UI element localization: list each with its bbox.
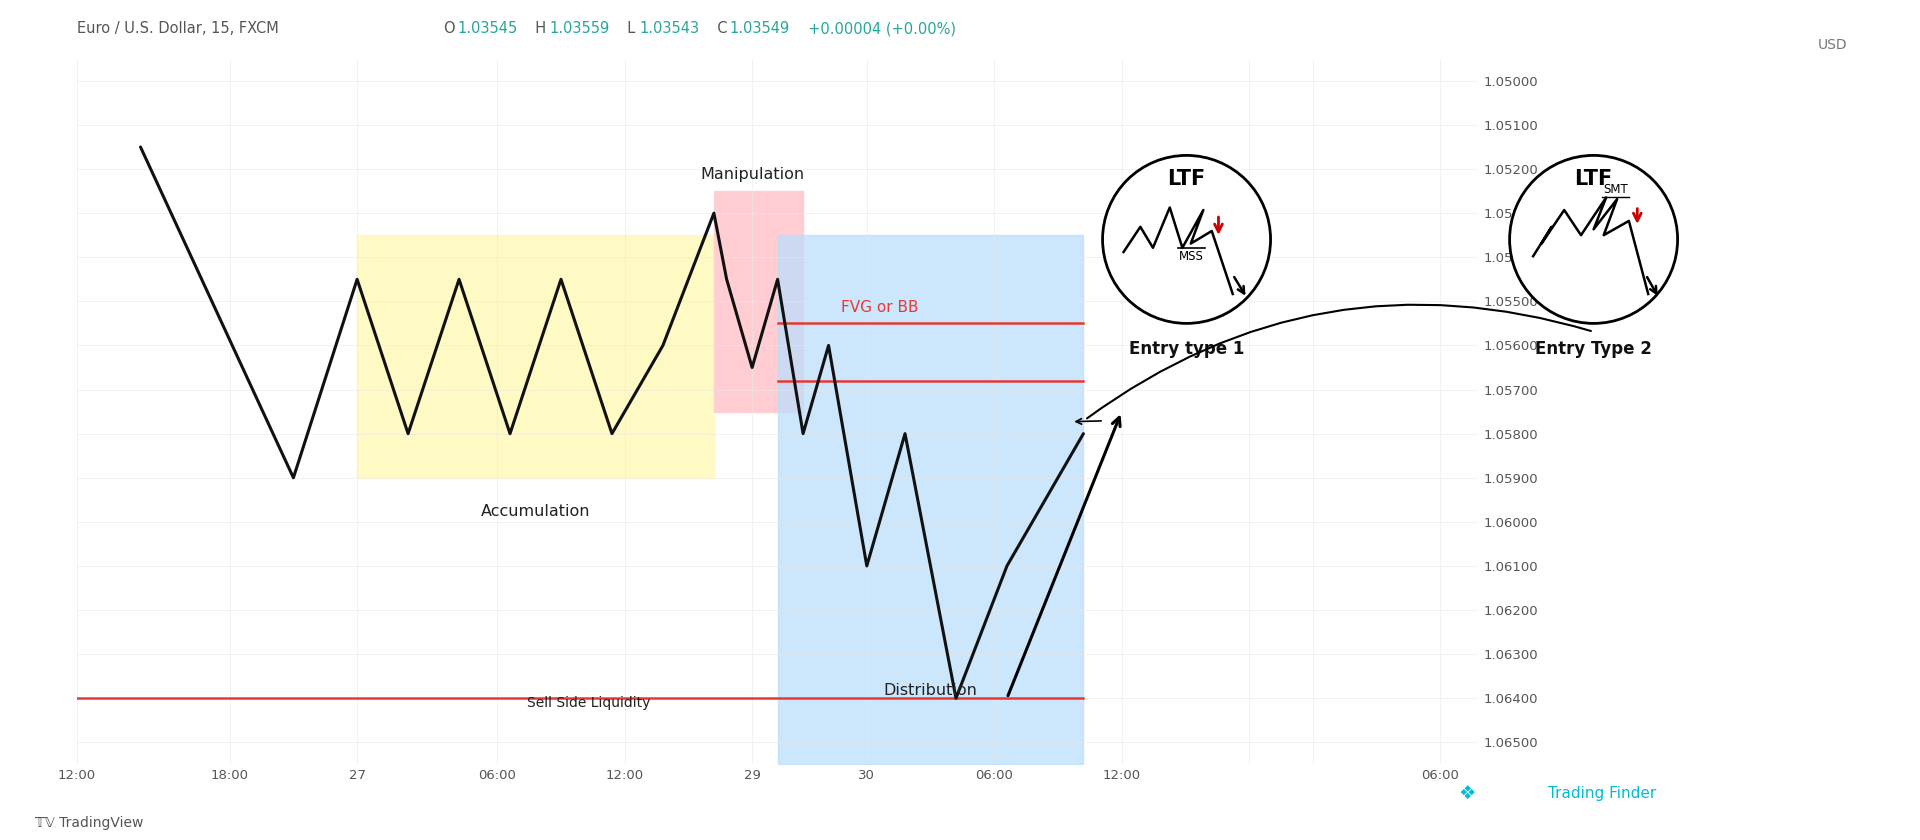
Circle shape xyxy=(1509,155,1678,323)
Text: O: O xyxy=(444,21,455,36)
Text: Entry Type 2: Entry Type 2 xyxy=(1536,340,1651,358)
Text: Euro / U.S. Dollar, 15, FXCM: Euro / U.S. Dollar, 15, FXCM xyxy=(77,21,288,36)
Text: LTF: LTF xyxy=(1167,169,1206,189)
Text: ❖: ❖ xyxy=(1459,785,1476,803)
Text: Accumulation: Accumulation xyxy=(480,504,589,519)
Text: 1.03559: 1.03559 xyxy=(549,21,609,36)
Circle shape xyxy=(1102,155,1271,323)
Text: Trading Finder: Trading Finder xyxy=(1548,786,1657,801)
Text: LTF: LTF xyxy=(1574,169,1613,189)
Text: Sell Side Liquidity: Sell Side Liquidity xyxy=(526,696,651,710)
Text: C: C xyxy=(708,21,728,36)
Text: FVG or BB: FVG or BB xyxy=(841,300,918,315)
Text: 1.03543: 1.03543 xyxy=(639,21,699,36)
Text: USD: USD xyxy=(1818,38,1847,52)
Text: SMT: SMT xyxy=(1603,183,1628,196)
Text: 1.03545: 1.03545 xyxy=(457,21,516,36)
Text: 1.03549: 1.03549 xyxy=(730,21,789,36)
Text: Entry type 1: Entry type 1 xyxy=(1129,340,1244,358)
Text: Manipulation: Manipulation xyxy=(701,167,804,182)
Text: H: H xyxy=(526,21,545,36)
Text: 𝕋𝕍 TradingView: 𝕋𝕍 TradingView xyxy=(35,816,142,830)
Text: Distribution: Distribution xyxy=(883,683,977,698)
Text: L: L xyxy=(618,21,636,36)
Text: +0.00004 (+0.00%): +0.00004 (+0.00%) xyxy=(799,21,956,36)
Text: MSS: MSS xyxy=(1179,250,1204,263)
